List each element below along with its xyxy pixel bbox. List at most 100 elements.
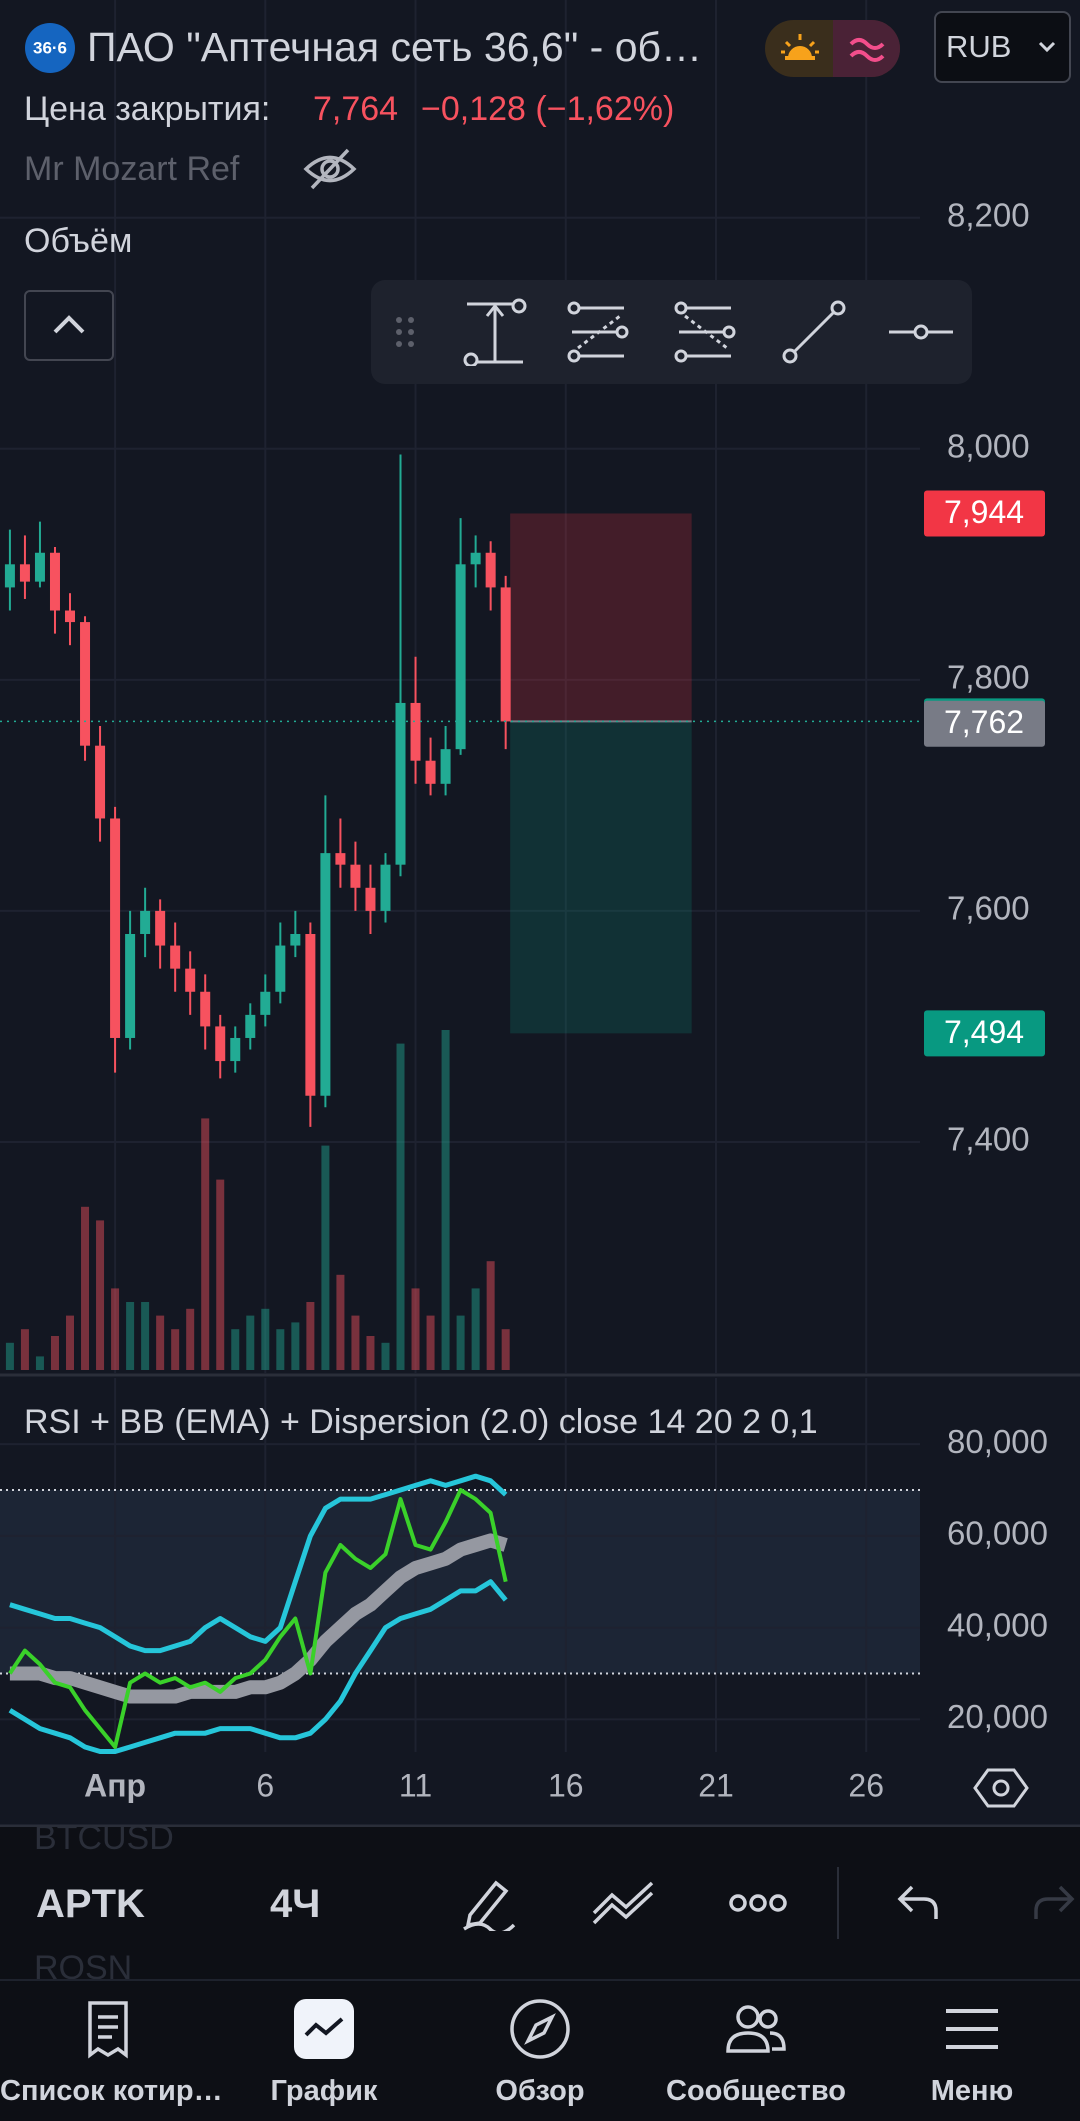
candle-body: [320, 853, 331, 1096]
volume-bar: [486, 1261, 495, 1370]
close-label: Цена закрытия:: [24, 90, 271, 128]
volume-bar: [186, 1308, 195, 1370]
y-tick-label: 8,200: [947, 196, 1030, 233]
candle-body: [455, 564, 466, 750]
tab-overview[interactable]: Обзор: [432, 1981, 648, 2121]
candle-body: [380, 864, 391, 911]
indicators-button[interactable]: [590, 1879, 656, 1927]
interval-button[interactable]: 4Ч: [270, 1882, 321, 1926]
y-tick-label: 7,400: [947, 1121, 1030, 1158]
x-tick-label: 26: [848, 1767, 884, 1803]
candle-body: [305, 933, 316, 1096]
collapse-button[interactable]: [24, 290, 114, 361]
volume-bar: [171, 1329, 180, 1370]
volume-bar: [126, 1302, 135, 1370]
tab-bar: Список котир… График Обзор Сообщество Ме…: [0, 1979, 1080, 2121]
tab-label: График: [270, 2075, 378, 2107]
chevron-up: [53, 315, 85, 334]
candle-body: [365, 887, 376, 911]
lower-band: [8, 1579, 508, 1754]
symbol-title[interactable]: ПАО "Аптечная сеть 36,6" - об…: [87, 24, 702, 70]
currency: RUB: [946, 29, 1012, 64]
candle-body: [440, 749, 451, 784]
candle-body: [470, 552, 481, 565]
hidden-eye-icon[interactable]: [302, 146, 358, 192]
long-position-tool[interactable]: [564, 298, 632, 366]
y-tick-label: 80,000: [947, 1423, 1048, 1460]
volume-bar: [96, 1220, 105, 1370]
volume-bar: [231, 1329, 240, 1370]
volume-bar: [246, 1315, 255, 1370]
volume-bar: [5, 1342, 14, 1370]
volume-bar: [411, 1288, 420, 1370]
indicator-title: RSI + BB (EMA) + Dispersion (2.0) close …: [24, 1403, 818, 1441]
volume-bar: [471, 1288, 480, 1370]
x-tick-label: 16: [548, 1767, 584, 1803]
tab-watchlist[interactable]: Список котир…: [0, 1981, 223, 2121]
candle-body: [410, 702, 421, 761]
volume-bar: [306, 1302, 315, 1370]
volume-bar: [381, 1342, 390, 1370]
tab-menu[interactable]: Меню: [864, 1981, 1080, 2121]
price-range-tool[interactable]: [461, 298, 529, 366]
session-toggle[interactable]: [765, 20, 900, 77]
volume-bar: [111, 1288, 120, 1370]
stop-zone: [510, 513, 692, 722]
horizontal-line-tool[interactable]: [887, 298, 955, 366]
currency-select[interactable]: RUB: [934, 11, 1071, 83]
settings-icon[interactable]: [973, 1768, 1029, 1808]
undo-button[interactable]: [896, 1883, 940, 1923]
volume-bar: [81, 1206, 90, 1370]
volume-bar: [261, 1308, 270, 1370]
x-tick-label: 11: [399, 1767, 432, 1803]
candle-body: [335, 853, 346, 865]
x-tick-label: 6: [256, 1767, 274, 1803]
x-tick-label: 21: [698, 1767, 734, 1803]
logo-icon: 36·6: [25, 23, 75, 73]
tab-label: Список котир…: [0, 2075, 223, 2107]
wave-icon: [849, 38, 885, 62]
tab-chart[interactable]: График: [216, 1981, 432, 2121]
short-position-tool[interactable]: [671, 298, 739, 366]
more-button[interactable]: [728, 1889, 788, 1917]
volume-bar: [141, 1302, 150, 1370]
upper-band: [9, 1473, 508, 1654]
candle-body: [110, 818, 121, 1038]
y-tick-label: 60,000: [947, 1515, 1048, 1552]
chart: Апр 6 11 16 21 26 8,200 8,000 7,800 7,600 7,400 80,…: [0, 0, 1080, 1827]
last-price-label: 7,762: [944, 704, 1024, 740]
indicator-name[interactable]: Mr Mozart Ref: [24, 150, 240, 188]
ghost-symbol: BTCUSD: [34, 1827, 174, 1857]
close-value: 7,764: [313, 90, 399, 128]
community-icon: [726, 2005, 786, 2053]
y-tick-label: 20,000: [947, 1698, 1048, 1735]
level-band: [0, 1489, 920, 1674]
rsi-line: [8, 1488, 508, 1749]
candle-body: [215, 1026, 226, 1062]
candle-body: [485, 552, 496, 588]
candle-body: [260, 991, 271, 1015]
chevron-down: [1038, 41, 1056, 53]
candle-body: [245, 1014, 256, 1038]
volume-name[interactable]: Объём: [24, 222, 133, 260]
trend-line-tool[interactable]: [780, 298, 848, 366]
candle-body: [34, 552, 45, 582]
volume-bar: [156, 1315, 165, 1370]
close-change: −0,128 (−1,62%): [421, 90, 675, 128]
drag-handle[interactable]: [391, 312, 421, 352]
y-tick-label: 40,000: [947, 1606, 1048, 1643]
volume-bar: [396, 1043, 405, 1370]
candle-body: [230, 1037, 241, 1062]
redo-button[interactable]: [1032, 1883, 1076, 1923]
volume-bar: [336, 1274, 345, 1370]
tab-label: Меню: [930, 2075, 1014, 2107]
candle-body: [290, 933, 301, 946]
target-zone: [510, 721, 692, 1034]
draw-button[interactable]: [460, 1875, 516, 1931]
x-tick-label: Апр: [84, 1767, 146, 1803]
candle-body: [350, 864, 361, 888]
bottom-toolbar: BTCUSD ROSN APTK 4Ч: [0, 1827, 1080, 1979]
candle-body: [185, 968, 196, 992]
tab-community[interactable]: Сообщество: [648, 1981, 864, 2121]
symbol-button[interactable]: APTK: [36, 1882, 145, 1926]
